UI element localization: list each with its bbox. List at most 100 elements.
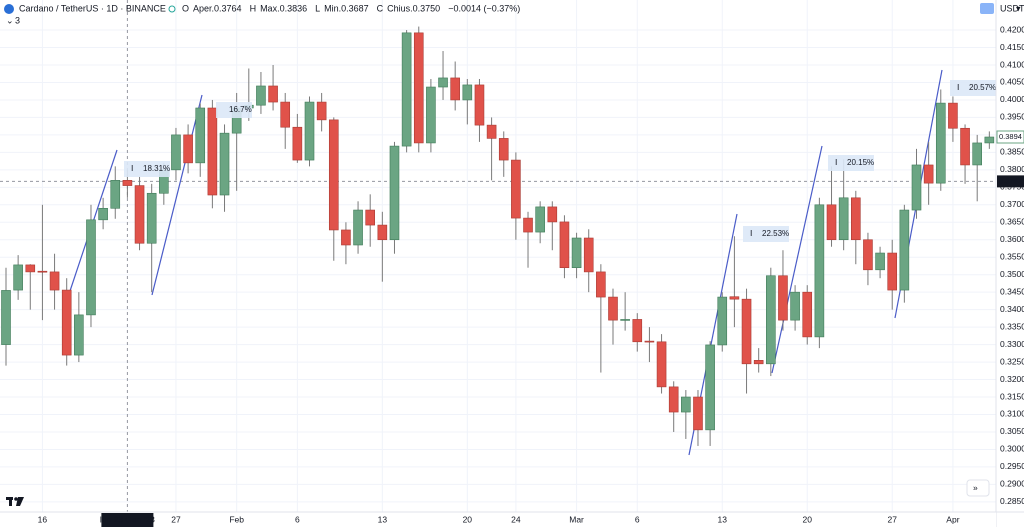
- y-tick-label: 0.3600: [1000, 234, 1024, 244]
- ohlc-legend: O Aper.0.3764 H Max.0.3836 L Min.0.3687 C Chius…: [182, 3, 520, 13]
- currency-chevron[interactable]: ▾: [1016, 3, 1021, 13]
- axes: 0.42000.41500.41000.40500.40000.39500.39…: [38, 24, 1024, 527]
- x-tick-label: 13: [378, 514, 388, 524]
- candle-body: [571, 237, 582, 269]
- legend-item: Aper.0.3764: [193, 3, 242, 13]
- candle-body: [110, 180, 121, 209]
- candle-body: [632, 319, 643, 343]
- candle-body: [729, 296, 740, 300]
- candle-body: [122, 180, 133, 186]
- crosshair-price-box: [997, 175, 1024, 188]
- candle-body: [365, 209, 376, 226]
- y-tick-label: 0.3700: [1000, 199, 1024, 209]
- measure-icon: Ⅰ: [957, 83, 959, 92]
- candle-body: [583, 237, 594, 273]
- candles: [1, 26, 995, 446]
- candle-body: [948, 102, 958, 129]
- y-tick-label: 0.3000: [1000, 444, 1024, 454]
- candle-body: [316, 101, 327, 121]
- candle-body: [450, 77, 460, 101]
- y-tick-label: 0.4100: [1000, 59, 1024, 69]
- symbol-title: Cardano / TetherUS · 1D · BINANCE: [19, 3, 166, 13]
- y-tick-label: 0.3050: [1000, 426, 1024, 436]
- candle-body: [37, 270, 48, 273]
- y-tick-label: 0.3300: [1000, 339, 1024, 349]
- y-tick-label: 0.4200: [1000, 24, 1024, 34]
- candle-body: [134, 185, 145, 244]
- candle-body: [474, 84, 485, 126]
- time-axis-panel: [0, 512, 996, 527]
- y-tick-label: 0.3250: [1000, 356, 1024, 366]
- candle-body: [608, 296, 618, 321]
- y-tick-label: 0.3850: [1000, 147, 1024, 157]
- candle-body: [717, 296, 728, 346]
- candle-body: [887, 252, 898, 291]
- candle-body: [401, 32, 412, 147]
- candle-body: [13, 264, 23, 291]
- y-tick-label: 0.3950: [1000, 112, 1024, 122]
- x-tick-label: 13: [718, 514, 728, 524]
- legend-item: O: [182, 3, 189, 13]
- candle-body: [61, 289, 72, 356]
- candle-body: [559, 221, 570, 269]
- y-tick-label: 0.3650: [1000, 217, 1024, 227]
- legend-item: −0.0014 (−0.37%): [448, 3, 520, 13]
- legend-item: L: [315, 3, 320, 13]
- measure-label: 18.31%: [143, 164, 170, 173]
- y-tick-label: 0.2950: [1000, 461, 1024, 471]
- scroll-to-end[interactable]: [966, 479, 990, 497]
- x-tick-label: 16: [38, 514, 48, 524]
- candle-body: [790, 291, 800, 321]
- legend-item: Chius.0.3750: [387, 3, 440, 13]
- currency[interactable]: USDT: [1000, 3, 1024, 13]
- candle-body: [486, 124, 497, 139]
- y-tick-label: 0.2850: [1000, 496, 1024, 506]
- y-tick-label: 0.3550: [1000, 251, 1024, 261]
- measure-box: [743, 226, 789, 242]
- legend-item: Min.0.3687: [324, 3, 369, 13]
- measure-box: [124, 161, 170, 177]
- indicator-count[interactable]: 3: [15, 15, 20, 25]
- y-tick-label: 0.3350: [1000, 321, 1024, 331]
- measure-label: 16.7%: [229, 105, 252, 114]
- y-tick-label: 0.3500: [1000, 269, 1024, 279]
- y-tick-label: 0.3800: [1000, 164, 1024, 174]
- candle-body: [207, 107, 218, 196]
- trend-line: [151, 94, 203, 296]
- candle-body: [850, 197, 861, 241]
- x-tick-label: 20: [803, 514, 813, 524]
- candle-body: [389, 145, 400, 241]
- candle-body: [984, 136, 995, 144]
- candle-body: [511, 159, 521, 219]
- settings-button[interactable]: [980, 3, 994, 14]
- candle-body: [863, 239, 873, 271]
- candle-body: [766, 275, 776, 365]
- x-tick-label: Mar: [569, 514, 584, 524]
- candle-body: [413, 32, 424, 144]
- logo: [6, 497, 24, 506]
- candle-body: [668, 386, 679, 413]
- candle-body: [86, 219, 96, 316]
- candle-body: [911, 164, 922, 211]
- y-tick-label: 0.4150: [1000, 42, 1024, 52]
- candle-body: [268, 85, 278, 103]
- candle-body: [1, 290, 11, 345]
- scroll-icon[interactable]: »: [973, 482, 978, 492]
- candle-body: [875, 252, 885, 271]
- trend-line: [771, 145, 823, 374]
- measure-icon: Ⅰ: [131, 164, 133, 173]
- candle-body: [814, 204, 825, 338]
- candle-body: [98, 207, 108, 221]
- y-tick-label: 0.3200: [1000, 374, 1024, 384]
- indicator-toggle[interactable]: ⌄: [6, 15, 14, 25]
- candle-body: [146, 192, 157, 244]
- candle-body: [353, 209, 363, 246]
- measure-icon: Ⅰ: [750, 229, 752, 238]
- x-tick-label: 20: [463, 514, 473, 524]
- candle-body: [171, 134, 181, 171]
- x-tick-label: 27: [171, 514, 181, 524]
- candle-body: [802, 291, 813, 338]
- last-price-box: [996, 130, 1024, 144]
